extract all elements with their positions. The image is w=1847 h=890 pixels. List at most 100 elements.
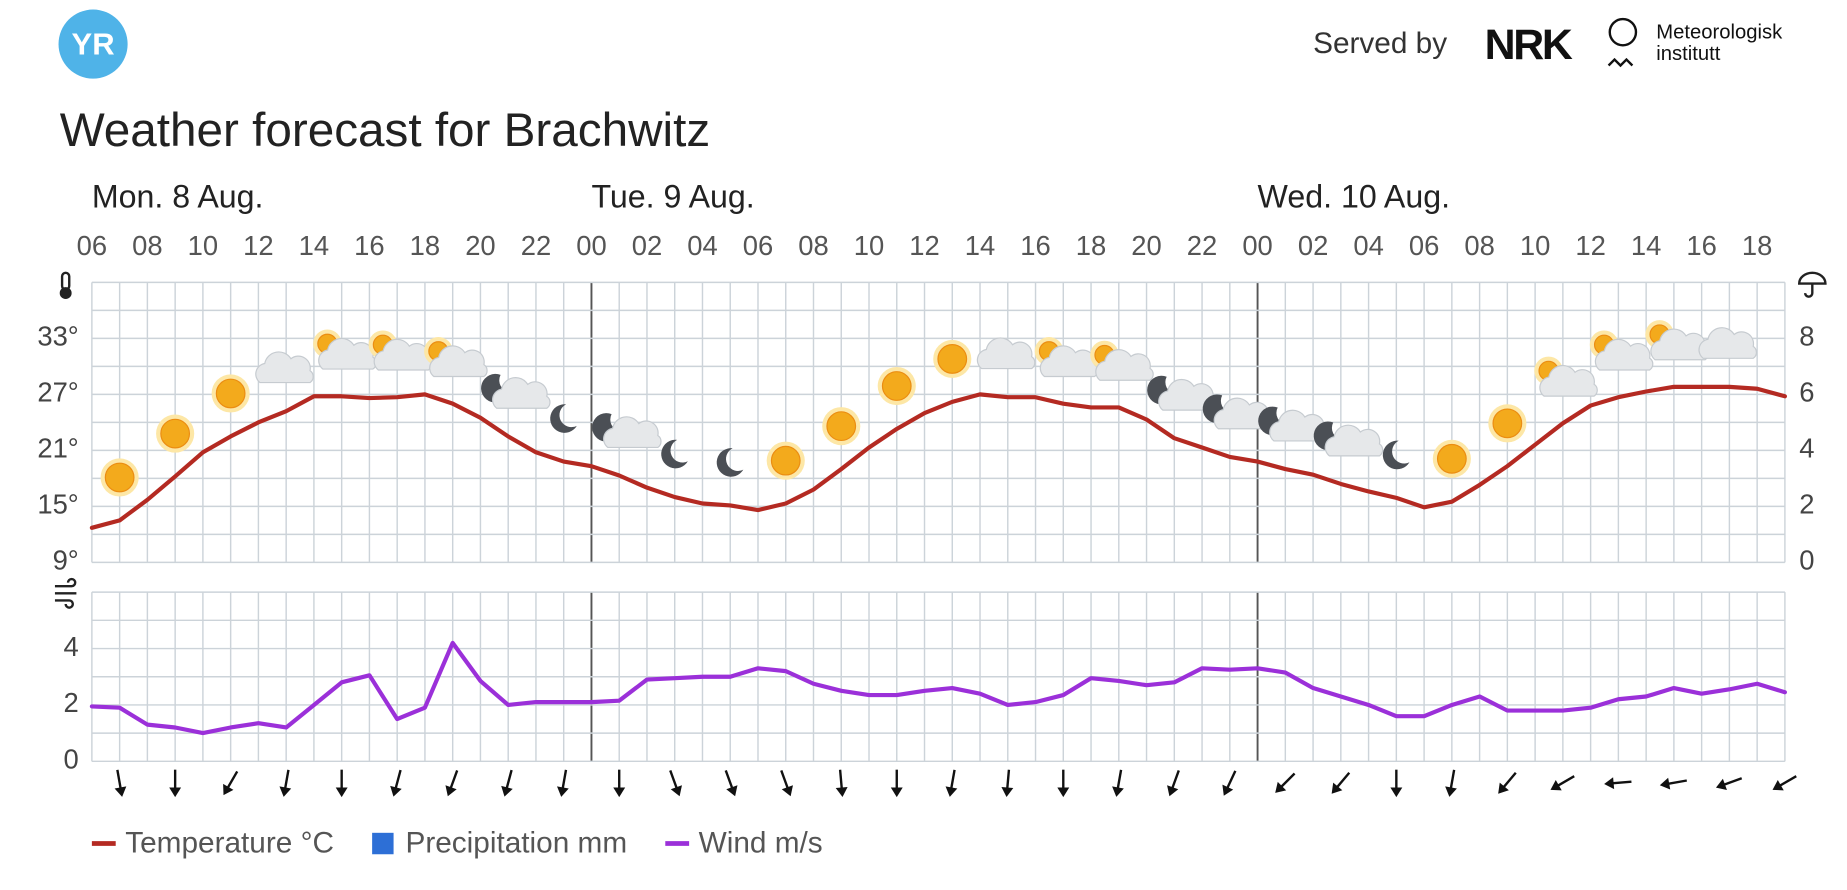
y-tick-label: 15° bbox=[37, 489, 78, 520]
x-tick-label: 04 bbox=[687, 230, 717, 261]
wind-arrow bbox=[1659, 777, 1688, 790]
arrow-head bbox=[1715, 778, 1727, 790]
weather-icon bbox=[1034, 336, 1099, 378]
wind-arrow bbox=[1498, 771, 1517, 794]
weather-icon bbox=[877, 366, 916, 406]
weather-icon bbox=[1147, 375, 1217, 411]
wind-arrow bbox=[1275, 772, 1296, 793]
x-tick-label: 16 bbox=[1020, 230, 1050, 261]
cloud bbox=[1095, 349, 1154, 381]
x-tick-label: 16 bbox=[354, 230, 384, 261]
weather-icon bbox=[211, 374, 250, 413]
x-tick-label: 22 bbox=[521, 230, 551, 261]
y2-tick-label: 4 bbox=[1799, 433, 1814, 464]
weather-icon bbox=[1313, 421, 1384, 457]
x-tick-label: 20 bbox=[465, 230, 495, 261]
x-tick-label: 06 bbox=[77, 230, 107, 261]
wind-arrow bbox=[114, 769, 127, 797]
cloud bbox=[1324, 424, 1384, 457]
day-label: Wed. 10 Aug. bbox=[1258, 178, 1450, 214]
weather-icon bbox=[1382, 440, 1410, 470]
y-tick-label: 4 bbox=[64, 631, 79, 662]
weather-icon bbox=[1698, 327, 1757, 359]
x-tick-label: 22 bbox=[1187, 230, 1217, 261]
wind-arrow bbox=[1057, 769, 1070, 798]
cloud bbox=[1539, 364, 1598, 397]
x-tick-label: 14 bbox=[299, 230, 329, 261]
arrow-head bbox=[890, 787, 903, 798]
x-tick-label: 04 bbox=[1353, 230, 1383, 261]
x-tick-label: 12 bbox=[909, 230, 939, 261]
arrow-head bbox=[1112, 786, 1124, 797]
x-tick-label: 18 bbox=[1076, 230, 1106, 261]
x-tick-label: 08 bbox=[798, 230, 828, 261]
x-tick-label: 10 bbox=[188, 230, 218, 261]
day-label: Tue. 9 Aug. bbox=[591, 178, 754, 214]
moon bbox=[661, 439, 688, 469]
arrow-head bbox=[835, 786, 848, 798]
moon bbox=[550, 404, 577, 433]
wind-arrow bbox=[890, 769, 903, 798]
wind-arrow bbox=[1167, 770, 1180, 797]
weather-icon bbox=[1645, 320, 1709, 361]
wind-arrow bbox=[1772, 775, 1797, 791]
x-tick-label: 18 bbox=[410, 230, 440, 261]
sun bbox=[826, 411, 857, 442]
wind-arrow bbox=[1604, 777, 1632, 790]
sun bbox=[770, 445, 801, 476]
weather-icon bbox=[933, 339, 972, 379]
weather-icon bbox=[766, 441, 805, 480]
wind-arrow bbox=[1445, 769, 1457, 797]
legend-label: Wind m/s bbox=[699, 827, 823, 860]
cloud bbox=[976, 337, 1036, 370]
weather-icon bbox=[368, 330, 433, 371]
met-logo bbox=[1608, 17, 1638, 47]
wind-arrow bbox=[669, 770, 682, 797]
wind-arrow bbox=[501, 769, 513, 797]
weather-icon bbox=[1090, 340, 1154, 381]
moon bbox=[1382, 440, 1410, 470]
arrow-head bbox=[279, 786, 292, 797]
thermometer-icon bbox=[59, 271, 72, 300]
cloud bbox=[1594, 338, 1654, 371]
arrow-head bbox=[1445, 786, 1457, 797]
x-tick-label: 18 bbox=[1742, 230, 1772, 261]
arrow-head bbox=[1167, 785, 1179, 797]
arrow-head bbox=[1498, 782, 1509, 794]
arrow-head bbox=[1275, 781, 1287, 793]
arrow-head bbox=[501, 785, 513, 797]
arrow-head bbox=[1001, 786, 1014, 798]
arrow-head bbox=[1772, 779, 1784, 791]
wind-arrow bbox=[390, 769, 402, 797]
nrk-logo: NRK bbox=[1485, 21, 1573, 69]
x-tick-label: 14 bbox=[965, 230, 995, 261]
arrow-head bbox=[223, 783, 234, 796]
wind-arrow bbox=[724, 770, 738, 797]
legend-label: Temperature °C bbox=[125, 827, 334, 860]
wind-arrow bbox=[780, 770, 793, 797]
y-tick-label: 9° bbox=[53, 545, 79, 576]
day-label: Mon. 8 Aug. bbox=[92, 178, 264, 214]
arrow-head bbox=[1057, 787, 1070, 798]
arrow-head bbox=[445, 785, 457, 797]
cloud bbox=[603, 416, 662, 449]
wind-arrow bbox=[1331, 771, 1351, 794]
arrow-head bbox=[726, 785, 738, 797]
arrow-head bbox=[945, 786, 958, 797]
moon bbox=[716, 448, 744, 477]
sun bbox=[104, 462, 135, 493]
logo-circle bbox=[58, 9, 128, 79]
y-tick-label: 0 bbox=[64, 744, 79, 775]
line bbox=[89, 384, 1787, 530]
weather-icon bbox=[661, 439, 688, 469]
x-tick-label: 00 bbox=[576, 230, 606, 261]
arrow-head bbox=[169, 787, 182, 798]
wind-arrow bbox=[835, 769, 848, 798]
wind-arrow bbox=[223, 770, 239, 796]
arrow-head bbox=[1550, 779, 1562, 791]
weather-icon bbox=[1589, 330, 1654, 371]
wind-arrow bbox=[1112, 769, 1124, 797]
weather-icon bbox=[1432, 439, 1471, 478]
wind-arrow bbox=[445, 770, 459, 797]
